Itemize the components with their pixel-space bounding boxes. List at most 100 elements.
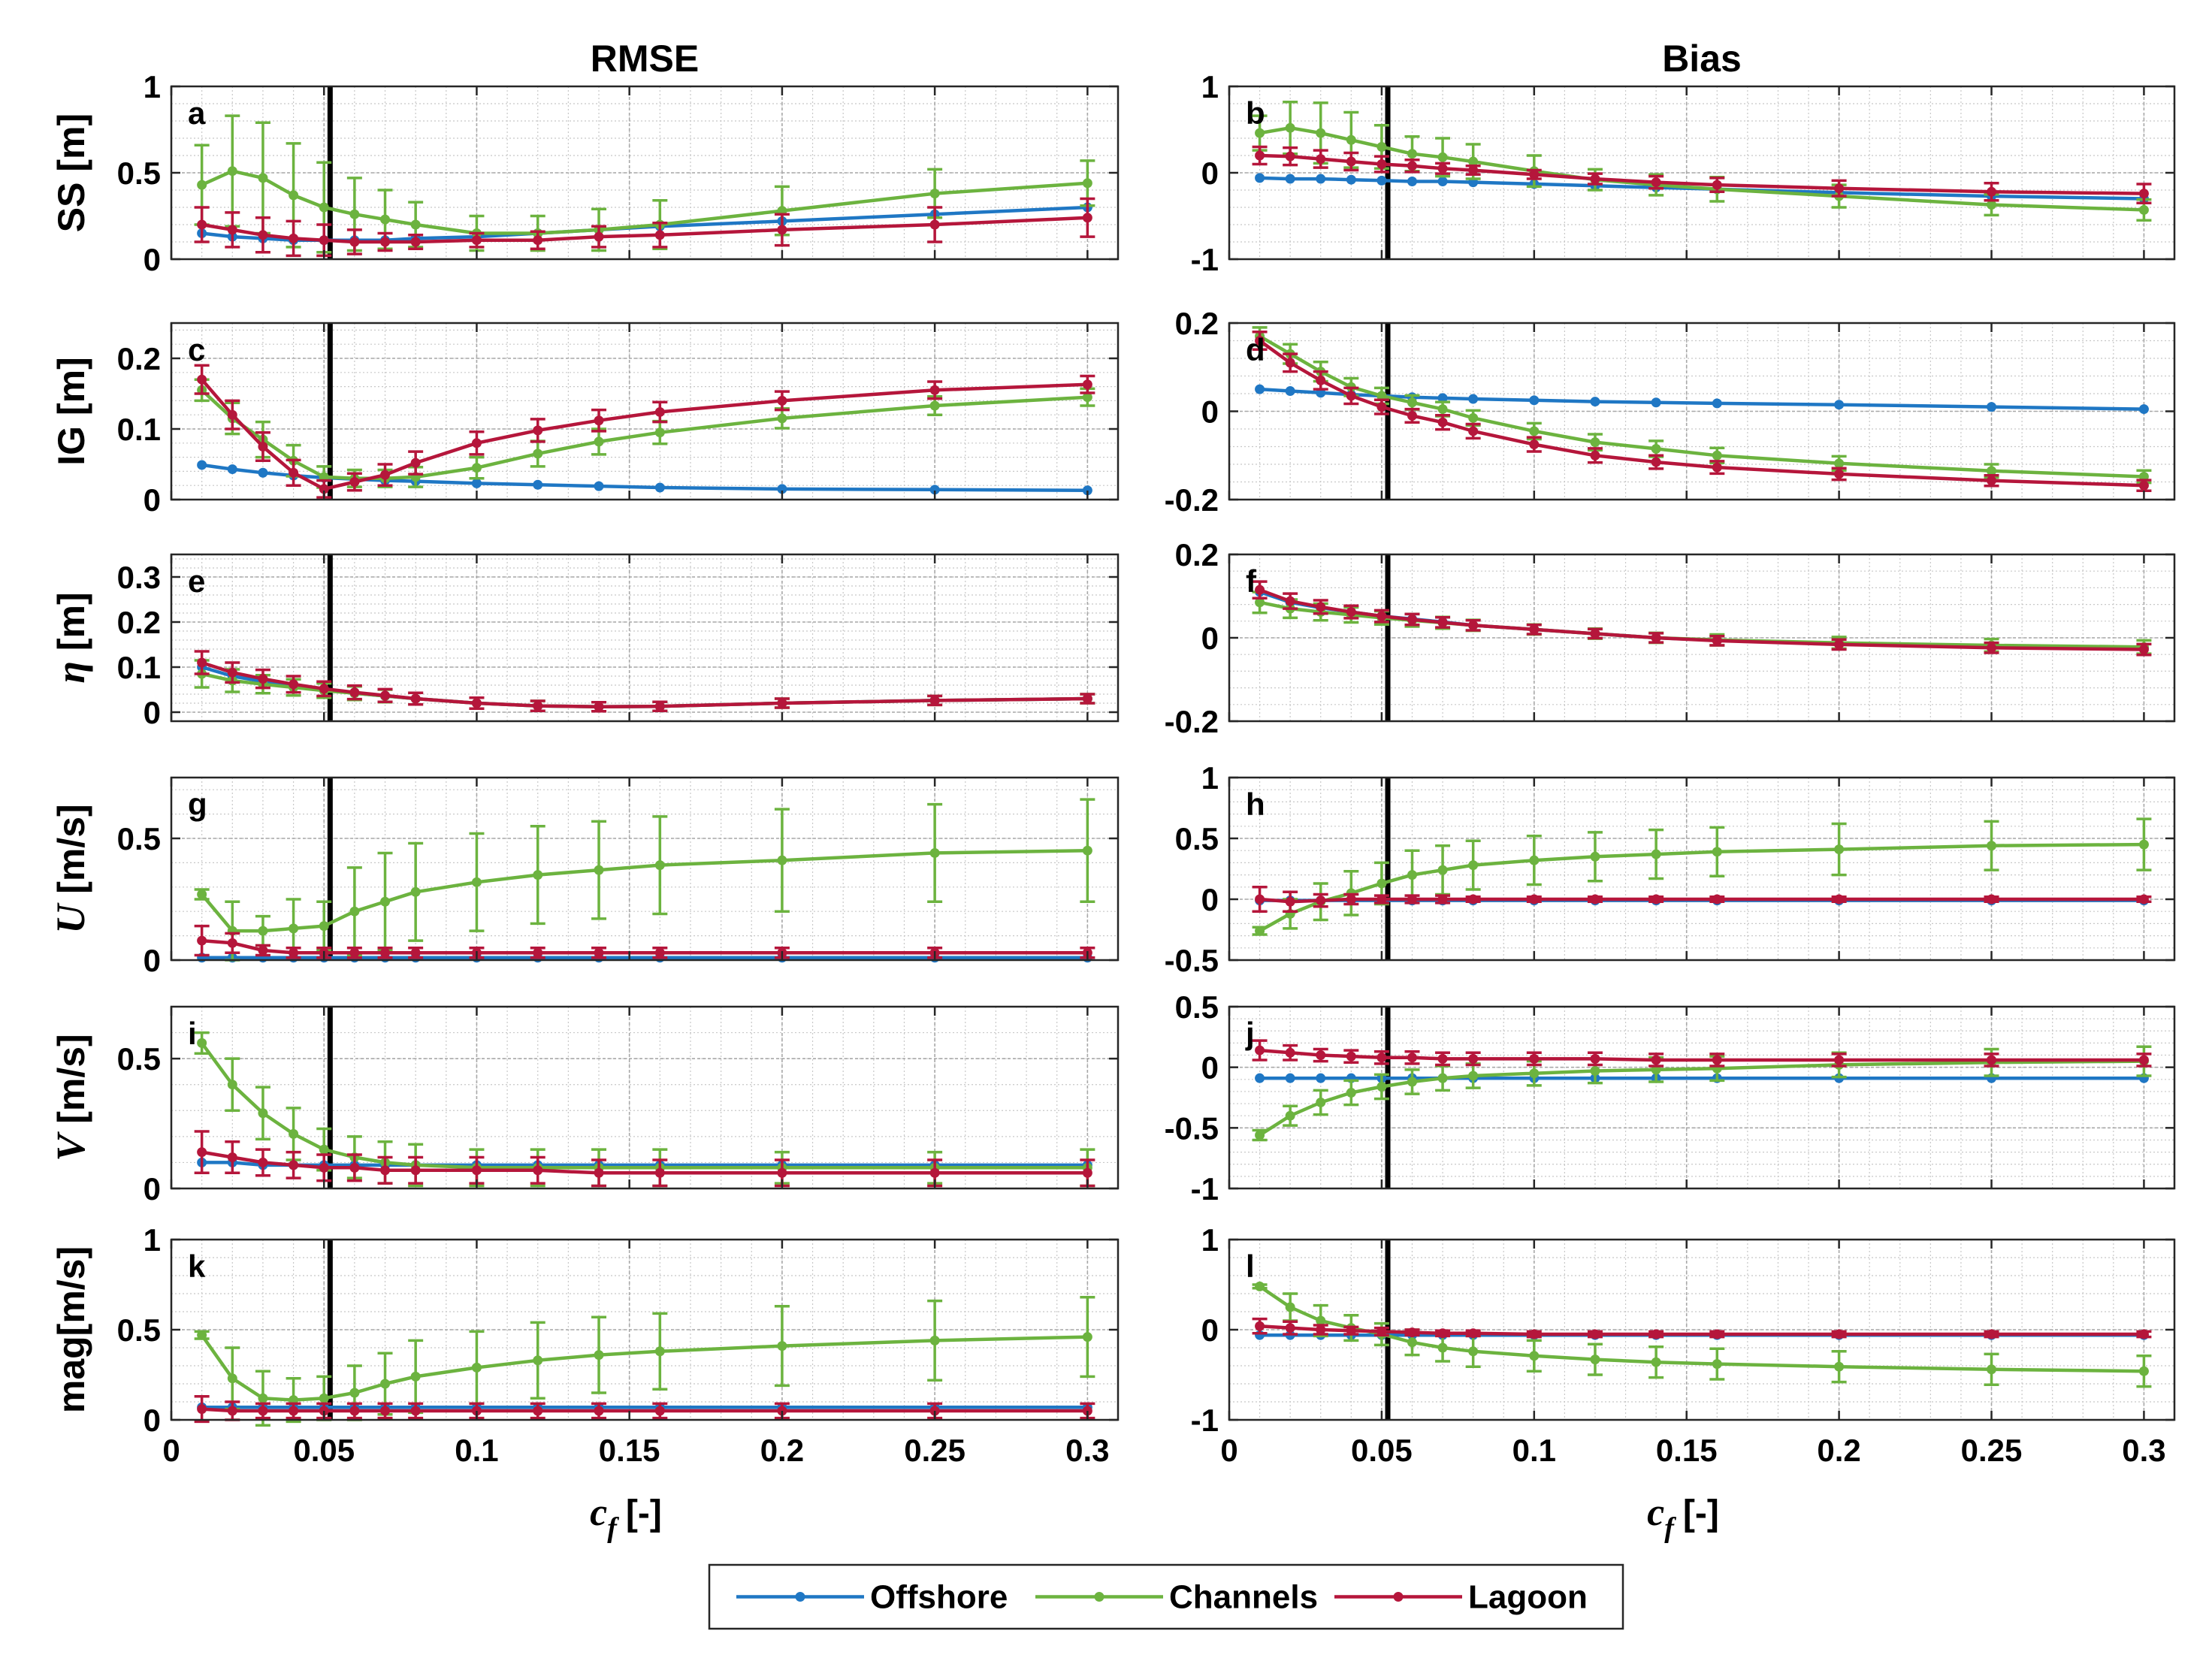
data-point: [1376, 402, 1387, 412]
data-point: [227, 938, 237, 948]
data-point: [1712, 1329, 1722, 1339]
plot-area: [171, 1007, 1118, 1188]
data-point: [654, 947, 665, 958]
data-point: [1316, 154, 1326, 165]
y-tick-label: 0: [1201, 882, 1219, 917]
plot-area: [1229, 778, 2174, 960]
data-point: [319, 235, 329, 246]
data-point: [533, 947, 543, 958]
data-point: [227, 1152, 237, 1163]
data-point: [1590, 894, 1600, 905]
data-point: [1316, 1315, 1326, 1326]
x-tick-label: 0.05: [1351, 1433, 1413, 1468]
data-point: [1255, 384, 1265, 394]
data-point: [777, 413, 787, 424]
series-channels: [194, 114, 1095, 254]
panel-letter: e: [188, 563, 205, 599]
legend-marker-channels: [1094, 1592, 1104, 1602]
y-tick-label: 0.1: [117, 650, 161, 685]
data-point: [654, 406, 665, 417]
y-axis-label: U [m/s]: [48, 804, 93, 933]
data-point: [380, 1406, 391, 1416]
data-point: [1590, 174, 1600, 184]
panel-letter: d: [1246, 332, 1265, 367]
data-point: [1316, 895, 1326, 906]
data-point: [533, 448, 543, 459]
data-point: [1529, 1329, 1540, 1339]
data-point: [654, 230, 665, 240]
data-point: [929, 847, 940, 858]
data-point: [410, 947, 421, 958]
data-point: [533, 425, 543, 436]
data-point: [1468, 1053, 1479, 1064]
data-point: [1316, 1324, 1326, 1335]
data-point: [594, 1167, 604, 1178]
data-point: [1346, 1051, 1356, 1062]
data-point: [1376, 611, 1387, 621]
data-point: [349, 1388, 360, 1398]
data-point: [380, 470, 391, 480]
data-point: [1651, 443, 1661, 454]
data-point: [410, 458, 421, 468]
data-point: [227, 409, 237, 420]
panel-c: 0 0.1 0.2 c IG [m]: [50, 322, 1120, 518]
plot-area: [1229, 86, 2174, 259]
panel-i: 0 0.5 i V [m/s]: [48, 1005, 1120, 1207]
y-tick-label: 0: [144, 1403, 161, 1438]
data-point: [1651, 1329, 1661, 1339]
x-axis-subscript: f: [1664, 1512, 1676, 1544]
data-point: [1987, 186, 1997, 197]
data-point: [2138, 645, 2149, 655]
data-point: [258, 230, 268, 240]
y-tick-label: 1: [144, 1222, 161, 1258]
data-point: [349, 209, 360, 219]
panel-letter: a: [188, 95, 206, 131]
data-point: [1376, 878, 1387, 889]
x-axis-symbol: c: [1647, 1491, 1664, 1534]
data-point: [1712, 1055, 1722, 1065]
data-point: [1590, 1066, 1600, 1077]
data-point: [1437, 1342, 1448, 1353]
data-point: [1082, 379, 1092, 390]
data-point: [533, 870, 543, 880]
data-point: [471, 1165, 482, 1176]
panel-h: -0.5 0 0.5 1h: [1165, 760, 2176, 978]
data-point: [1468, 860, 1479, 871]
data-point: [380, 1165, 391, 1176]
data-point: [533, 1406, 543, 1416]
panel-f: -0.2 0 0.2 f: [1165, 537, 2176, 739]
data-point: [1437, 617, 1448, 627]
data-point: [1316, 128, 1326, 138]
x-axis-subscript: f: [607, 1512, 619, 1544]
y-tick-label: -0.2: [1165, 704, 1219, 739]
data-point: [197, 657, 207, 668]
data-point: [1285, 1047, 1295, 1058]
data-point: [1590, 851, 1600, 862]
data-point: [1590, 437, 1600, 448]
data-point: [197, 460, 207, 470]
data-point: [1529, 439, 1540, 450]
x-axis-label: cf [-]: [590, 1491, 662, 1544]
y-axis-symbol: U: [48, 902, 93, 934]
data-point: [594, 1350, 604, 1361]
y-axis-label: SS [m]: [50, 113, 92, 232]
data-point: [471, 1362, 482, 1373]
y-axis-unit: [m/s]: [50, 804, 92, 904]
data-point: [1529, 624, 1540, 635]
data-point: [1346, 391, 1356, 401]
data-point: [1376, 894, 1387, 905]
data-point: [1651, 397, 1661, 408]
y-tick-label: 0.2: [1175, 537, 1219, 572]
data-point: [1285, 358, 1295, 368]
data-point: [777, 1167, 787, 1178]
panel-letter: j: [1245, 1016, 1255, 1051]
data-point: [1529, 1053, 1540, 1064]
data-point: [1529, 1351, 1540, 1361]
data-point: [533, 1165, 543, 1176]
y-tick-label: 0.5: [1175, 821, 1219, 856]
data-point: [1285, 122, 1295, 133]
data-point: [1590, 450, 1600, 461]
data-point: [1651, 1055, 1661, 1065]
y-tick-label: -0.5: [1165, 943, 1219, 978]
